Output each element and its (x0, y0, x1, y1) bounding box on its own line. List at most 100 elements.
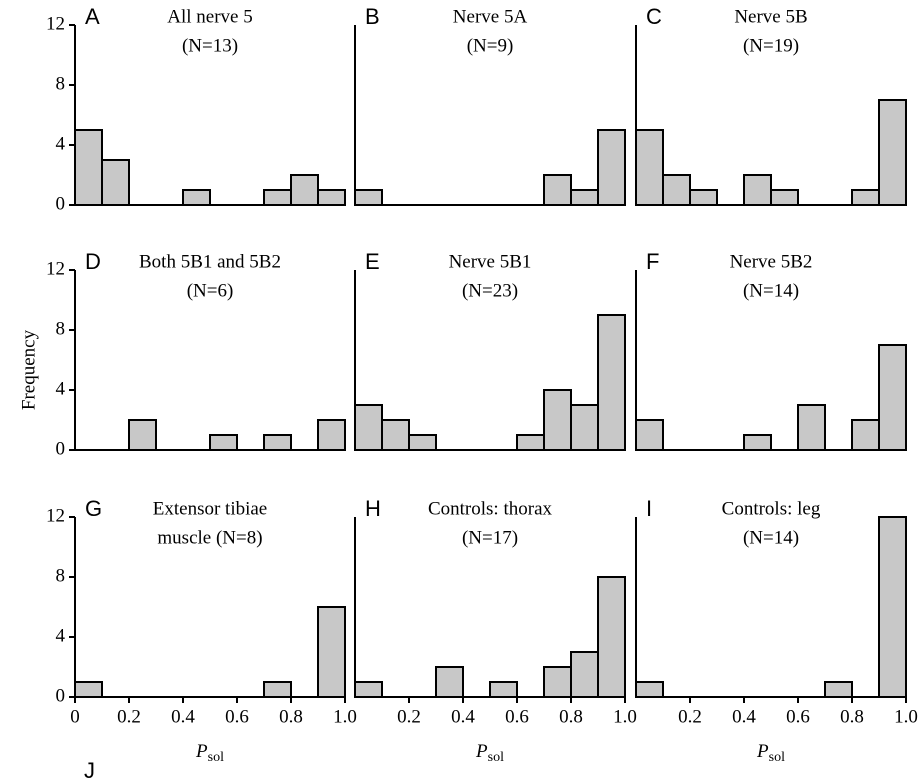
panel-title: (N=9) (467, 35, 514, 56)
bar (570, 189, 599, 206)
bar (743, 434, 772, 451)
panel-title: All nerve 5 (167, 6, 252, 27)
y-tick-label: 12 (46, 258, 65, 279)
bar (770, 189, 799, 206)
y-tick-label: 8 (56, 318, 66, 339)
panel-label: G (85, 496, 102, 521)
panel-title: Extensor tibiae (153, 498, 268, 519)
y-tick-label: 0 (56, 438, 66, 459)
x-tick-label: 0.6 (786, 706, 810, 727)
bar (354, 404, 383, 451)
x-tick-label: 0.8 (559, 706, 583, 727)
panel-title: Nerve 5B2 (730, 251, 813, 272)
x-axis-label: Psol (475, 741, 504, 765)
x-tick-label: 1.0 (613, 706, 637, 727)
bar (543, 389, 572, 451)
x-tick-label: 0 (70, 706, 80, 727)
x-tick-label: 1.0 (333, 706, 357, 727)
x-tick-label: 0.6 (505, 706, 529, 727)
bar (878, 516, 907, 698)
y-tick-label: 12 (46, 505, 65, 526)
bar (689, 189, 718, 206)
bar (182, 189, 211, 206)
bar (435, 666, 464, 698)
bar (878, 344, 907, 451)
bar (317, 189, 346, 206)
x-axis-label-sub: sol (208, 750, 224, 765)
y-tick-label: 0 (56, 685, 66, 706)
bar (74, 129, 103, 206)
bar (662, 174, 691, 206)
bar (263, 681, 292, 698)
panel-title: muscle (N=8) (157, 527, 262, 548)
x-axis-label: Psol (756, 741, 785, 765)
panel-label: D (85, 249, 101, 274)
x-tick-label: 0.4 (171, 706, 195, 727)
panel-title: (N=19) (743, 35, 799, 56)
panel-label: A (85, 4, 100, 29)
panel-title: Nerve 5B1 (449, 251, 532, 272)
x-axis-label: Psol (195, 741, 224, 765)
panel-label: I (646, 496, 652, 521)
bar (635, 129, 664, 206)
panel-title: Controls: thorax (428, 498, 553, 519)
bar (516, 434, 545, 451)
bar (354, 189, 383, 206)
panel-title: Controls: leg (722, 498, 821, 519)
bar (597, 314, 626, 451)
panel-title: (N=6) (187, 280, 234, 301)
y-tick-label: 4 (56, 133, 66, 154)
figure-label: J (84, 758, 95, 783)
panel-title: (N=14) (743, 280, 799, 301)
y-tick-label: 4 (56, 378, 66, 399)
panel-title: Nerve 5B (734, 6, 807, 27)
bar (570, 404, 599, 451)
x-axis-label-main: P (195, 741, 208, 762)
bar (597, 576, 626, 698)
bar (381, 419, 410, 451)
bar (263, 434, 292, 451)
bar (489, 681, 518, 698)
bar (797, 404, 826, 451)
bar (597, 129, 626, 206)
bar (635, 681, 664, 698)
panel-title: (N=13) (182, 35, 238, 56)
x-tick-label: 0.8 (840, 706, 864, 727)
y-tick-label: 12 (46, 13, 65, 34)
panel-label: H (365, 496, 381, 521)
panel-title: Nerve 5A (453, 6, 528, 27)
x-axis-label-sub: sol (769, 750, 785, 765)
x-tick-label: 0.4 (732, 706, 756, 727)
x-tick-label: 0.4 (451, 706, 475, 727)
x-axis-label-main: P (756, 741, 769, 762)
bar (635, 419, 664, 451)
panel-label: C (646, 4, 662, 29)
y-axis-label: Frequency (18, 329, 39, 410)
bar (128, 419, 157, 451)
bar (570, 651, 599, 698)
bar (824, 681, 853, 698)
bar (543, 666, 572, 698)
x-tick-label: 0.2 (678, 706, 702, 727)
panel-title: (N=23) (462, 280, 518, 301)
bar (878, 99, 907, 206)
x-tick-label: 0.8 (279, 706, 303, 727)
y-tick-label: 4 (56, 625, 66, 646)
bar (74, 681, 103, 698)
x-axis-label-sub: sol (488, 750, 504, 765)
y-tick-label: 8 (56, 565, 66, 586)
bar (101, 159, 130, 206)
bar (290, 174, 319, 206)
bar (209, 434, 238, 451)
x-tick-label: 0.6 (225, 706, 249, 727)
bar (354, 681, 383, 698)
x-tick-label: 0.2 (397, 706, 421, 727)
bar (317, 419, 346, 451)
bar (851, 419, 880, 451)
bar (543, 174, 572, 206)
bar (317, 606, 346, 698)
panel-label: B (365, 4, 380, 29)
bar (743, 174, 772, 206)
panel-title: (N=14) (743, 527, 799, 548)
